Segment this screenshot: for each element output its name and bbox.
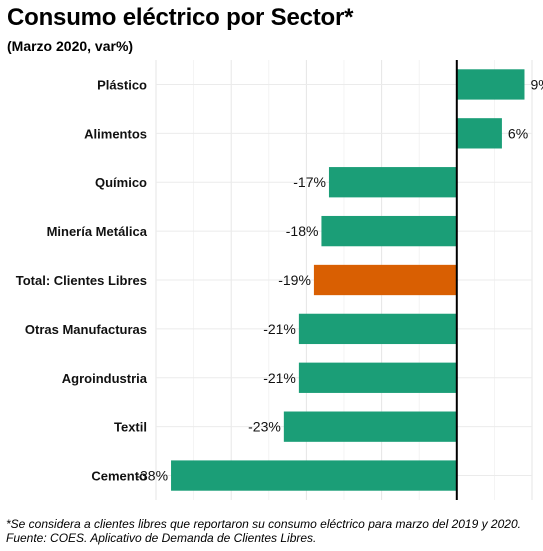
value-label: 6% (508, 125, 528, 141)
category-labels: Plástico Alimentos Químico Minería Metálica… (16, 77, 148, 483)
bar (328, 167, 457, 198)
bar (298, 362, 457, 393)
value-label: -23% (248, 419, 281, 435)
chart-caption: *Se considera a clientes libres que repo… (6, 517, 521, 545)
chart-subtitle: (Marzo 2020, var%) (7, 38, 134, 54)
bar (283, 411, 457, 442)
category-label: Agroindustria (62, 371, 148, 386)
category-label: Otras Manufacturas (25, 322, 147, 337)
bar (321, 215, 457, 247)
bar (171, 460, 457, 491)
value-label: -19% (278, 272, 311, 288)
bar (456, 69, 525, 100)
category-label: Textil (114, 420, 147, 435)
value-label: -38% (135, 468, 168, 484)
category-label: Total: Clientes Libres (16, 273, 147, 288)
bar (456, 118, 502, 149)
bar (313, 264, 457, 296)
bars (171, 69, 525, 491)
category-label: Cemento (91, 469, 147, 484)
value-label: -18% (286, 223, 319, 239)
category-label: Minería Metálica (47, 224, 148, 239)
category-label: Químico (95, 175, 147, 190)
caption-note: *Se considera a clientes libres que repo… (6, 517, 521, 531)
value-label: -21% (263, 370, 296, 386)
value-labels: 9% 6% -17% -18% -19% -21% -21% -23% -38% (135, 76, 543, 483)
category-label: Alimentos (84, 126, 147, 141)
value-label: -17% (293, 174, 326, 190)
chart-title: Consumo eléctrico por Sector* (7, 4, 354, 31)
bar (298, 313, 457, 345)
caption-source: Fuente: COES. Aplicativo de Demanda de C… (6, 531, 317, 545)
category-label: Plástico (97, 77, 147, 92)
value-label: 9% (530, 76, 543, 92)
value-label: -21% (263, 321, 296, 337)
